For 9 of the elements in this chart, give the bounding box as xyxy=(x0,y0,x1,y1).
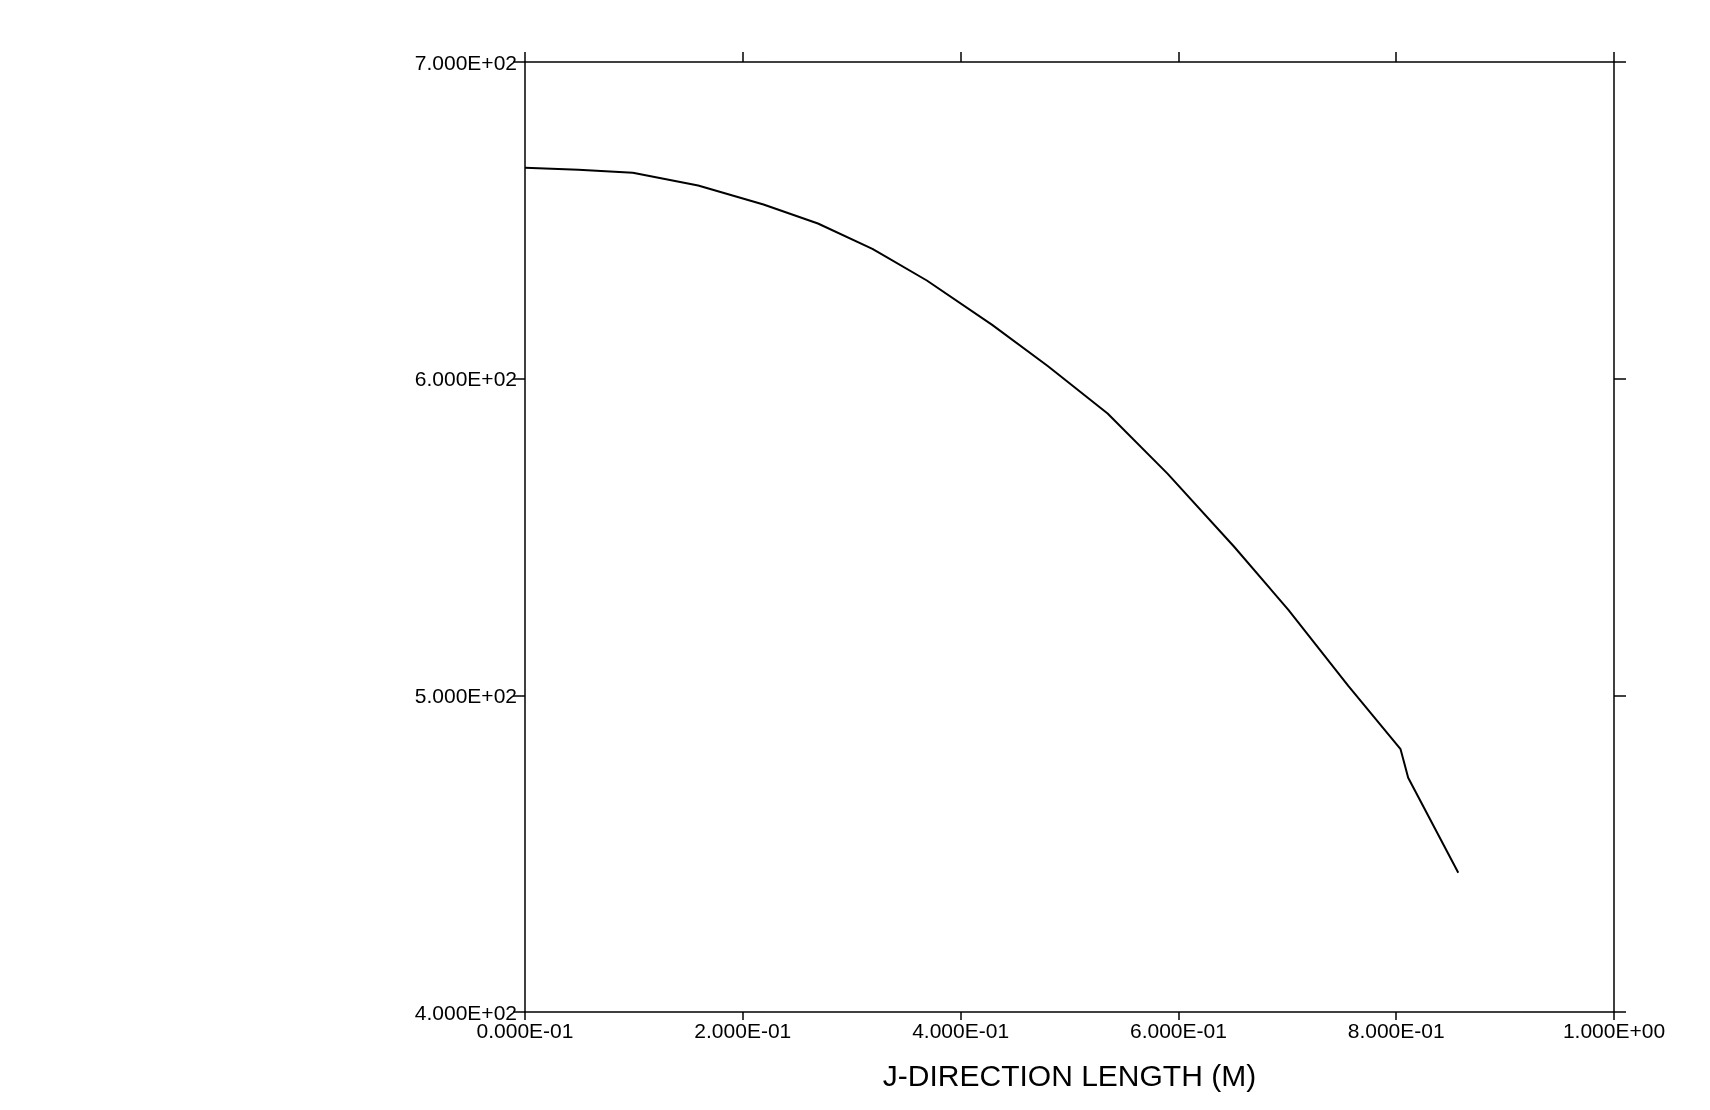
x-tick-label: 4.000E-01 xyxy=(912,1019,1010,1042)
x-axis-title: J-DIRECTION LENGTH (M) xyxy=(882,1058,1257,1092)
x-tick-label: 1.000E+00 xyxy=(1562,1019,1666,1042)
y-tick-label: 7.000E+02 xyxy=(414,50,517,74)
y-tick-label: 5.000E+02 xyxy=(414,683,517,707)
y-tick-label: 6.000E+02 xyxy=(414,367,517,391)
x-tick-label: 6.000E-01 xyxy=(1129,1019,1227,1042)
x-tick-label: 2.000E-01 xyxy=(694,1019,792,1042)
x-tick-label: 8.000E-01 xyxy=(1347,1019,1445,1042)
